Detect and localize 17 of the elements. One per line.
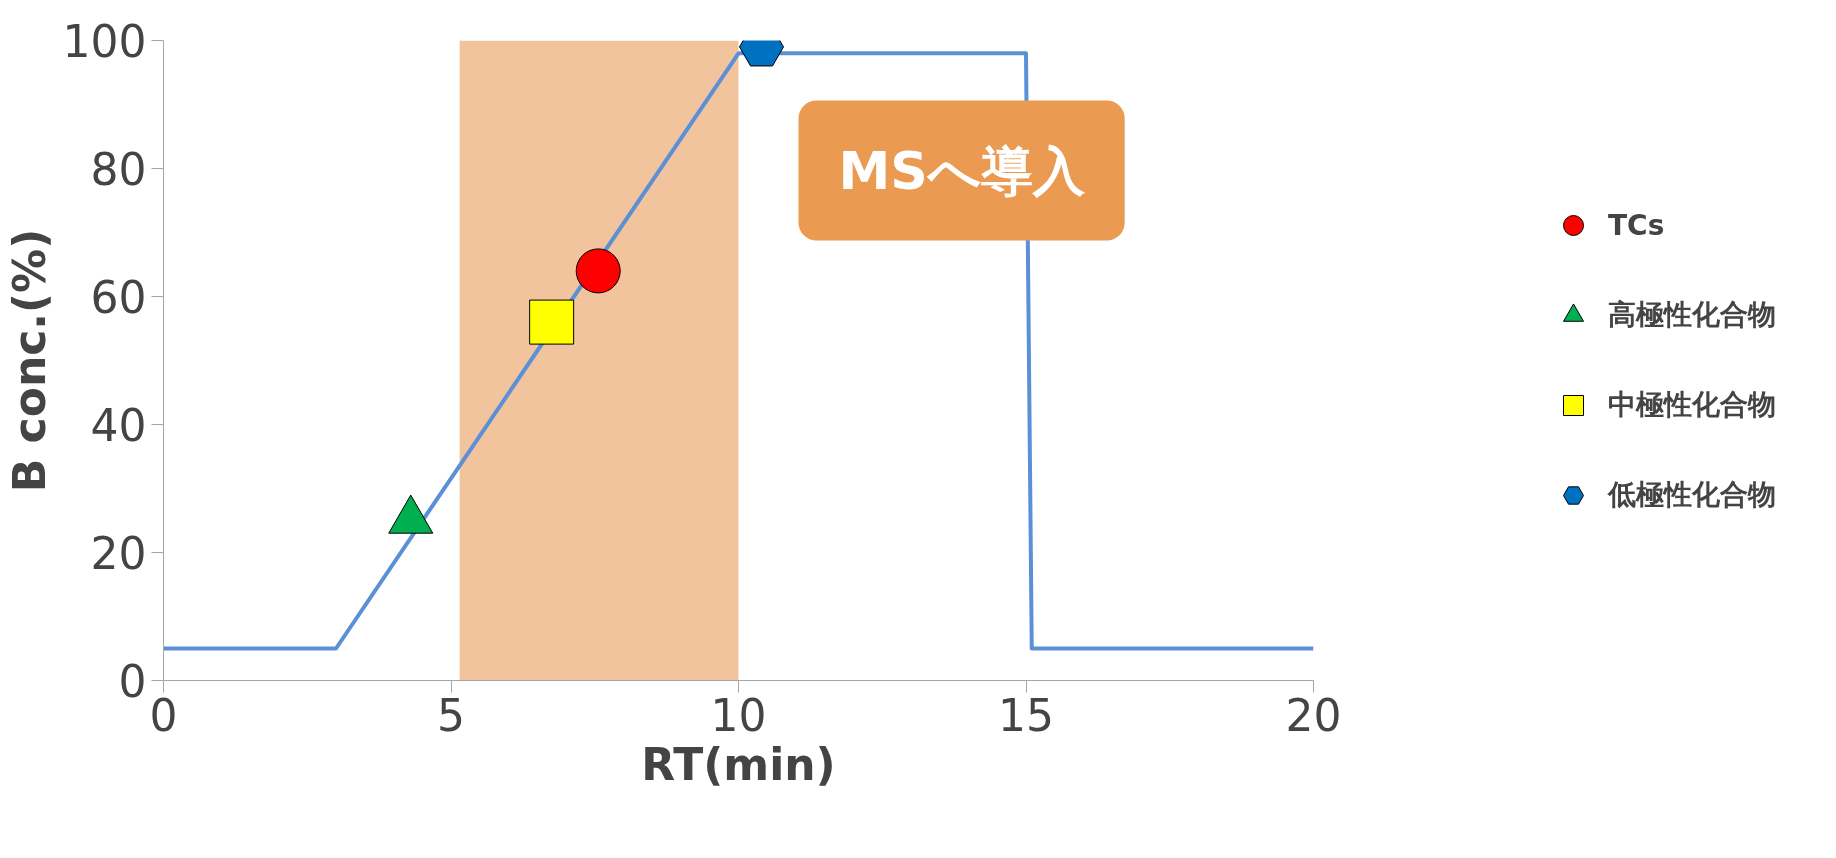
legend-label: 高極性化合物 — [1608, 297, 1776, 333]
x-tick-label: 20 — [1285, 689, 1342, 741]
y-tick-label: 80 — [90, 144, 147, 195]
y-axis-title: B conc.(%) — [3, 228, 55, 493]
x-tick-label: 10 — [710, 689, 767, 741]
x-axis-title: RT(min) — [641, 738, 836, 790]
y-tick-label: 100 — [62, 16, 147, 67]
legend-label: 中極性化合物 — [1608, 387, 1776, 423]
legend-label: 低極性化合物 — [1608, 477, 1776, 513]
x-tick-label: 5 — [437, 689, 465, 741]
y-tick-label: 40 — [90, 400, 147, 451]
y-tick-label: 0 — [118, 656, 147, 707]
y-tick-label: 60 — [90, 272, 147, 323]
y-tick-label: 20 — [90, 528, 147, 579]
legend-label: TCs — [1608, 208, 1665, 242]
band-label: MSへ導入 — [838, 140, 1086, 201]
x-tick-label: 15 — [998, 689, 1055, 741]
